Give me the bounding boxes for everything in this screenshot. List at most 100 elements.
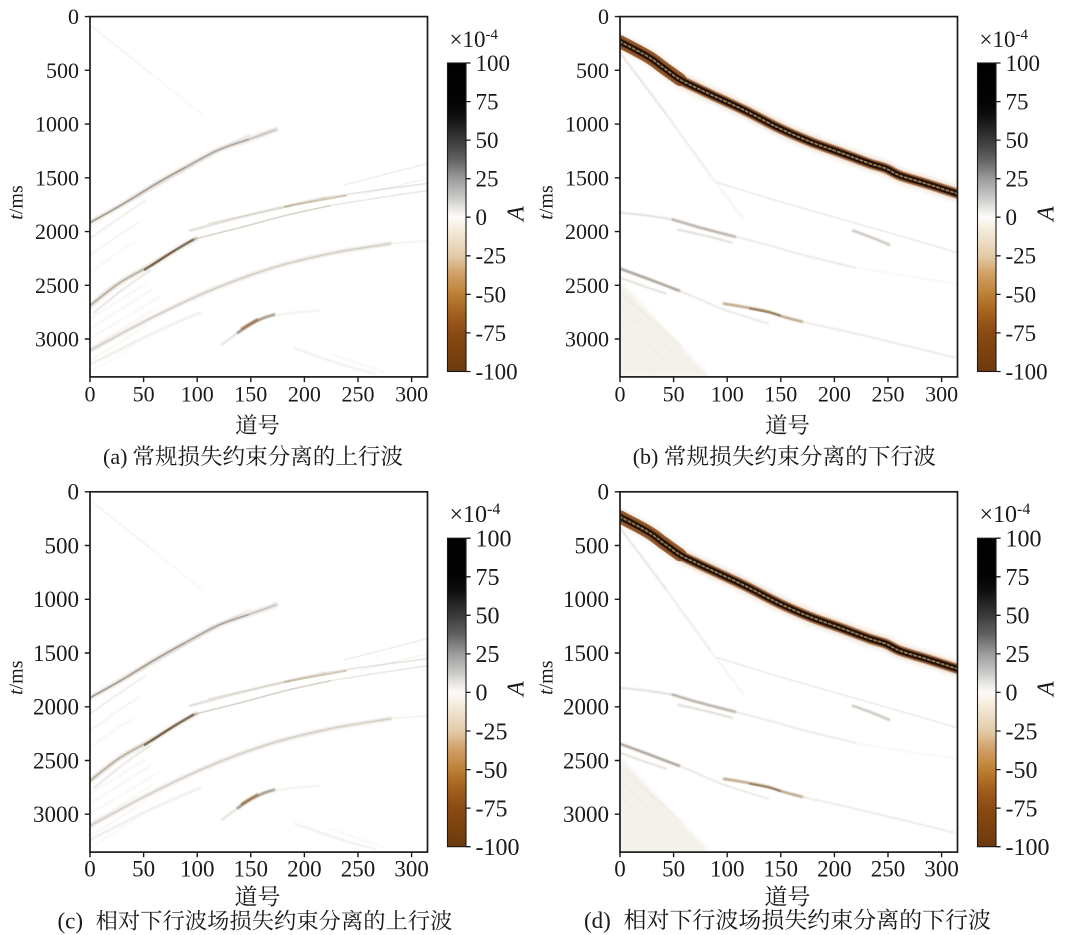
svg-text:3000: 3000 — [35, 327, 79, 352]
svg-text:2500: 2500 — [563, 748, 609, 773]
svg-text:A: A — [1034, 681, 1060, 698]
svg-text:150: 150 — [764, 382, 797, 407]
svg-text:0: 0 — [476, 205, 488, 230]
svg-text:0: 0 — [85, 382, 96, 407]
svg-text:A: A — [504, 206, 530, 223]
svg-text:250: 250 — [341, 857, 376, 882]
svg-text:-75: -75 — [1006, 321, 1037, 346]
svg-text:500: 500 — [575, 534, 610, 559]
svg-text:25: 25 — [476, 167, 499, 192]
svg-text:1000: 1000 — [565, 112, 609, 137]
svg-text:t/ms: t/ms — [536, 660, 558, 695]
svg-text:2500: 2500 — [565, 273, 609, 298]
svg-text:50: 50 — [132, 857, 155, 882]
svg-text:A: A — [1034, 206, 1060, 223]
svg-text:(b): (b) — [633, 444, 659, 469]
svg-text:1000: 1000 — [563, 587, 609, 612]
svg-text:-100: -100 — [476, 835, 520, 861]
svg-text:100: 100 — [476, 527, 512, 553]
svg-text:0: 0 — [615, 382, 626, 407]
svg-text:0: 0 — [598, 480, 610, 505]
svg-text:1000: 1000 — [35, 112, 79, 137]
svg-text:×10-4: ×10-4 — [980, 27, 1029, 52]
svg-text:100: 100 — [1006, 51, 1041, 76]
svg-text:-75: -75 — [476, 321, 507, 346]
svg-text:(c): (c) — [58, 909, 84, 934]
svg-text:-25: -25 — [1006, 719, 1038, 745]
svg-text:75: 75 — [476, 90, 499, 115]
svg-text:500: 500 — [46, 58, 79, 83]
svg-text:50: 50 — [476, 604, 500, 630]
svg-text:100: 100 — [710, 857, 745, 882]
svg-text:-50: -50 — [1006, 282, 1037, 307]
svg-text:200: 200 — [817, 857, 852, 882]
svg-text:1500: 1500 — [563, 641, 609, 666]
svg-text:50: 50 — [663, 382, 685, 407]
svg-text:3000: 3000 — [563, 802, 609, 827]
svg-text:0: 0 — [1006, 681, 1018, 707]
svg-text:2000: 2000 — [563, 695, 609, 720]
svg-text:2000: 2000 — [35, 219, 79, 244]
svg-text:75: 75 — [1006, 90, 1029, 115]
svg-text:500: 500 — [576, 58, 609, 83]
svg-text:250: 250 — [872, 382, 905, 407]
svg-text:3000: 3000 — [33, 802, 79, 827]
svg-text:×10-4: ×10-4 — [450, 27, 499, 52]
svg-text:0: 0 — [598, 4, 609, 29]
svg-text:2500: 2500 — [35, 273, 79, 298]
svg-text:-25: -25 — [476, 719, 508, 745]
svg-text:2500: 2500 — [33, 748, 79, 773]
svg-text:100: 100 — [711, 382, 744, 407]
svg-text:100: 100 — [181, 382, 214, 407]
svg-text:150: 150 — [764, 857, 799, 882]
svg-text:50: 50 — [662, 857, 685, 882]
svg-text:-100: -100 — [1006, 835, 1050, 861]
svg-text:0: 0 — [614, 857, 626, 882]
svg-text:150: 150 — [234, 857, 269, 882]
svg-text:t/ms: t/ms — [6, 660, 28, 695]
svg-text:50: 50 — [476, 128, 499, 153]
svg-text:300: 300 — [395, 382, 428, 407]
svg-text:3000: 3000 — [565, 327, 609, 352]
svg-text:75: 75 — [476, 565, 500, 591]
svg-text:250: 250 — [342, 382, 375, 407]
svg-text:500: 500 — [45, 534, 80, 559]
svg-text:A: A — [504, 681, 530, 698]
svg-text:150: 150 — [234, 382, 267, 407]
svg-text:50: 50 — [133, 382, 155, 407]
svg-text:0: 0 — [1006, 205, 1018, 230]
svg-text:-50: -50 — [1006, 758, 1038, 784]
svg-text:-75: -75 — [476, 796, 508, 822]
svg-text:300: 300 — [924, 857, 959, 882]
svg-text:-50: -50 — [476, 282, 507, 307]
svg-text:300: 300 — [925, 382, 958, 407]
svg-text:0: 0 — [68, 4, 79, 29]
svg-text:100: 100 — [180, 857, 215, 882]
svg-text:100: 100 — [476, 51, 511, 76]
svg-text:250: 250 — [871, 857, 906, 882]
svg-text:t/ms: t/ms — [6, 185, 28, 220]
svg-text:50: 50 — [1006, 604, 1030, 630]
svg-text:75: 75 — [1006, 565, 1030, 591]
svg-text:0: 0 — [68, 480, 80, 505]
svg-text:-25: -25 — [1006, 244, 1037, 269]
svg-text:2000: 2000 — [565, 219, 609, 244]
svg-text:50: 50 — [1006, 128, 1029, 153]
svg-text:-100: -100 — [1006, 359, 1048, 384]
svg-text:1500: 1500 — [35, 165, 79, 190]
svg-text:(a): (a) — [103, 444, 127, 469]
svg-text:-50: -50 — [476, 758, 508, 784]
svg-text:-100: -100 — [476, 359, 518, 384]
svg-text:200: 200 — [288, 382, 321, 407]
svg-text:100: 100 — [1006, 527, 1042, 553]
svg-text:300: 300 — [394, 857, 429, 882]
svg-text:(d): (d) — [584, 908, 611, 933]
svg-text:200: 200 — [287, 857, 322, 882]
svg-text:-75: -75 — [1006, 796, 1038, 822]
svg-text:2000: 2000 — [33, 695, 79, 720]
svg-text:25: 25 — [476, 642, 500, 668]
svg-text:-25: -25 — [476, 244, 507, 269]
svg-text:25: 25 — [1006, 167, 1029, 192]
svg-text:0: 0 — [84, 857, 96, 882]
svg-text:1500: 1500 — [33, 641, 79, 666]
